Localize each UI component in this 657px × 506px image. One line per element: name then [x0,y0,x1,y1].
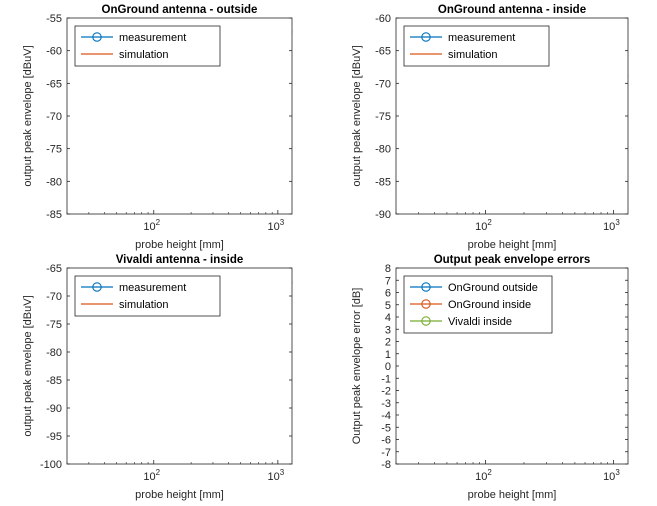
legend: OnGround outside OnGround inside Vivaldi i… [403,275,553,334]
y-tick-label: 3 [385,324,391,336]
legend: measurement simulation [74,25,221,67]
y-tick-label: -8 [381,459,391,471]
x-tick-label: 103 [268,468,285,483]
x-tick-label: 103 [603,218,620,233]
y-tick-label: -70 [46,291,62,303]
legend-marker [421,32,431,42]
y-tick-label: -6 [381,435,391,447]
y-tick-label: -85 [46,375,62,387]
y-tick-label: -90 [375,209,391,221]
legend-entry: simulation [448,49,498,61]
x-axis-label: probe height [mm] [468,489,557,501]
y-tick-label: -65 [46,78,62,90]
y-tick-label: -100 [40,459,62,471]
legend: measurement simulation [403,25,550,67]
legend-entry: measurement [448,32,515,44]
y-tick-label: -95 [46,431,62,443]
y-axis-label: output peak envelope [dBuV] [351,45,363,186]
y-axis-label: output peak envelope [dBuV] [22,45,34,186]
x-tick-label: 103 [603,468,620,483]
y-tick-label: -65 [46,263,62,275]
y-tick-label: -70 [46,111,62,123]
x-axis-label: probe height [mm] [135,239,224,251]
chart-title: Vivaldi antenna - inside [116,254,244,266]
legend-entry: Vivaldi inside [448,316,512,328]
y-tick-label: 6 [385,288,391,300]
y-tick-label: 1 [385,349,391,361]
y-tick-label: 4 [385,312,391,324]
y-tick-label: -65 [375,46,391,58]
y-tick-label: -5 [381,422,391,434]
legend-entry: simulation [119,299,169,311]
chart-title: OnGround antenna - outside [102,4,258,16]
y-tick-label: -60 [375,13,391,25]
legend-marker [421,299,431,309]
y-tick-label: -2 [381,386,391,398]
legend: measurement simulation [74,275,221,317]
y-tick-label: -80 [46,347,62,359]
y-tick-label: 2 [385,337,391,349]
x-tick-label: 102 [143,218,160,233]
chart-panel-2: -90 -85 -80 -75 -70 -65 -60 102 103 OnGround ante… [351,4,629,251]
legend-marker [421,316,431,326]
legend-entry: simulation [119,49,169,61]
y-tick-label: -75 [46,144,62,156]
y-tick-label: -55 [46,13,62,25]
y-tick-label: -4 [381,410,391,422]
legend-marker [421,282,431,292]
legend-box [403,25,550,67]
y-tick-label: -75 [375,111,391,123]
chart-title: Output peak envelope errors [434,254,591,266]
y-tick-label: -85 [375,176,391,188]
chart-panel-1: -85 -80 -75 -70 -65 -60 -55 102 103 OnGround ante… [22,4,293,251]
y-tick-label: -80 [46,176,62,188]
legend-marker [92,282,102,292]
legend-entry: OnGround outside [448,282,538,294]
y-tick-label: -7 [381,447,391,459]
y-tick-label: -90 [46,403,62,415]
x-axis-label: probe height [mm] [135,489,224,501]
legend-marker [92,32,102,42]
chart-title: OnGround antenna - inside [438,4,586,16]
x-tick-label: 103 [268,218,285,233]
y-tick-label: -85 [46,209,62,221]
y-tick-label: -1 [381,373,391,385]
x-tick-label: 102 [475,468,492,483]
legend-entry: measurement [119,282,186,294]
y-tick-label: -75 [46,319,62,331]
legend-box [74,275,221,317]
legend-box [74,25,221,67]
legend-entry: measurement [119,32,186,44]
y-tick-label: 5 [385,300,391,312]
y-tick-label: -70 [375,78,391,90]
x-tick-label: 102 [143,468,160,483]
y-axis-label: Output peak envelope error [dB] [351,288,363,445]
y-tick-label: 7 [385,275,391,287]
y-tick-label: 8 [385,263,391,275]
y-tick-label: -3 [381,398,391,410]
y-tick-label: 0 [385,361,391,373]
x-tick-label: 102 [475,218,492,233]
x-axis-label: probe height [mm] [468,239,557,251]
y-axis-label: output peak envelope [dBuV] [22,295,34,436]
chart-panel-3: -100 -95 -90 -85 -80 -75 -70 -65 102 103 Vivaldi a… [22,254,293,501]
legend-entry: OnGround inside [448,299,531,311]
y-tick-label: -60 [46,46,62,58]
y-tick-label: -80 [375,144,391,156]
